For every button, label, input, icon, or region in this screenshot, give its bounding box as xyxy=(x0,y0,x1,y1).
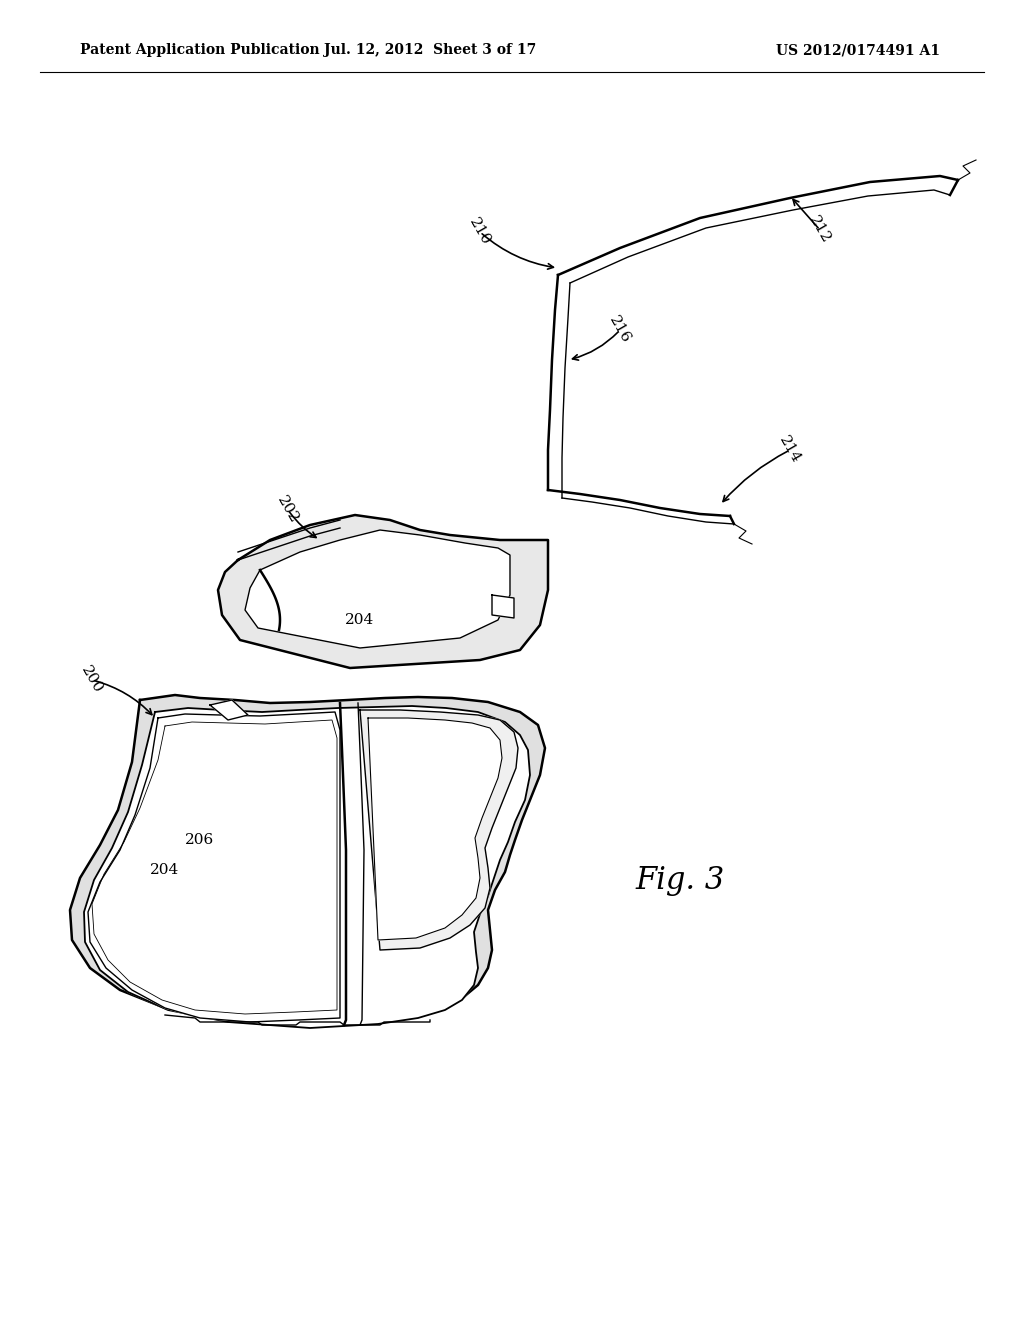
Polygon shape xyxy=(218,515,548,668)
Polygon shape xyxy=(492,595,514,618)
Polygon shape xyxy=(88,711,340,1022)
Text: Fig. 3: Fig. 3 xyxy=(635,865,725,895)
Text: 214: 214 xyxy=(776,434,804,466)
Text: Patent Application Publication: Patent Application Publication xyxy=(80,44,319,57)
Text: Jul. 12, 2012  Sheet 3 of 17: Jul. 12, 2012 Sheet 3 of 17 xyxy=(324,44,537,57)
Polygon shape xyxy=(360,710,518,950)
Text: 202: 202 xyxy=(274,494,301,527)
Text: 204: 204 xyxy=(151,863,179,876)
Text: US 2012/0174491 A1: US 2012/0174491 A1 xyxy=(776,44,940,57)
Text: 200: 200 xyxy=(79,664,105,696)
Text: 204: 204 xyxy=(345,612,375,627)
Text: 210: 210 xyxy=(467,216,494,248)
Polygon shape xyxy=(245,531,510,648)
Polygon shape xyxy=(70,696,545,1026)
Text: 216: 216 xyxy=(606,314,634,346)
Text: 212: 212 xyxy=(807,214,834,246)
Polygon shape xyxy=(368,718,502,940)
Polygon shape xyxy=(84,706,530,1028)
Text: 206: 206 xyxy=(185,833,215,847)
Polygon shape xyxy=(210,700,248,719)
